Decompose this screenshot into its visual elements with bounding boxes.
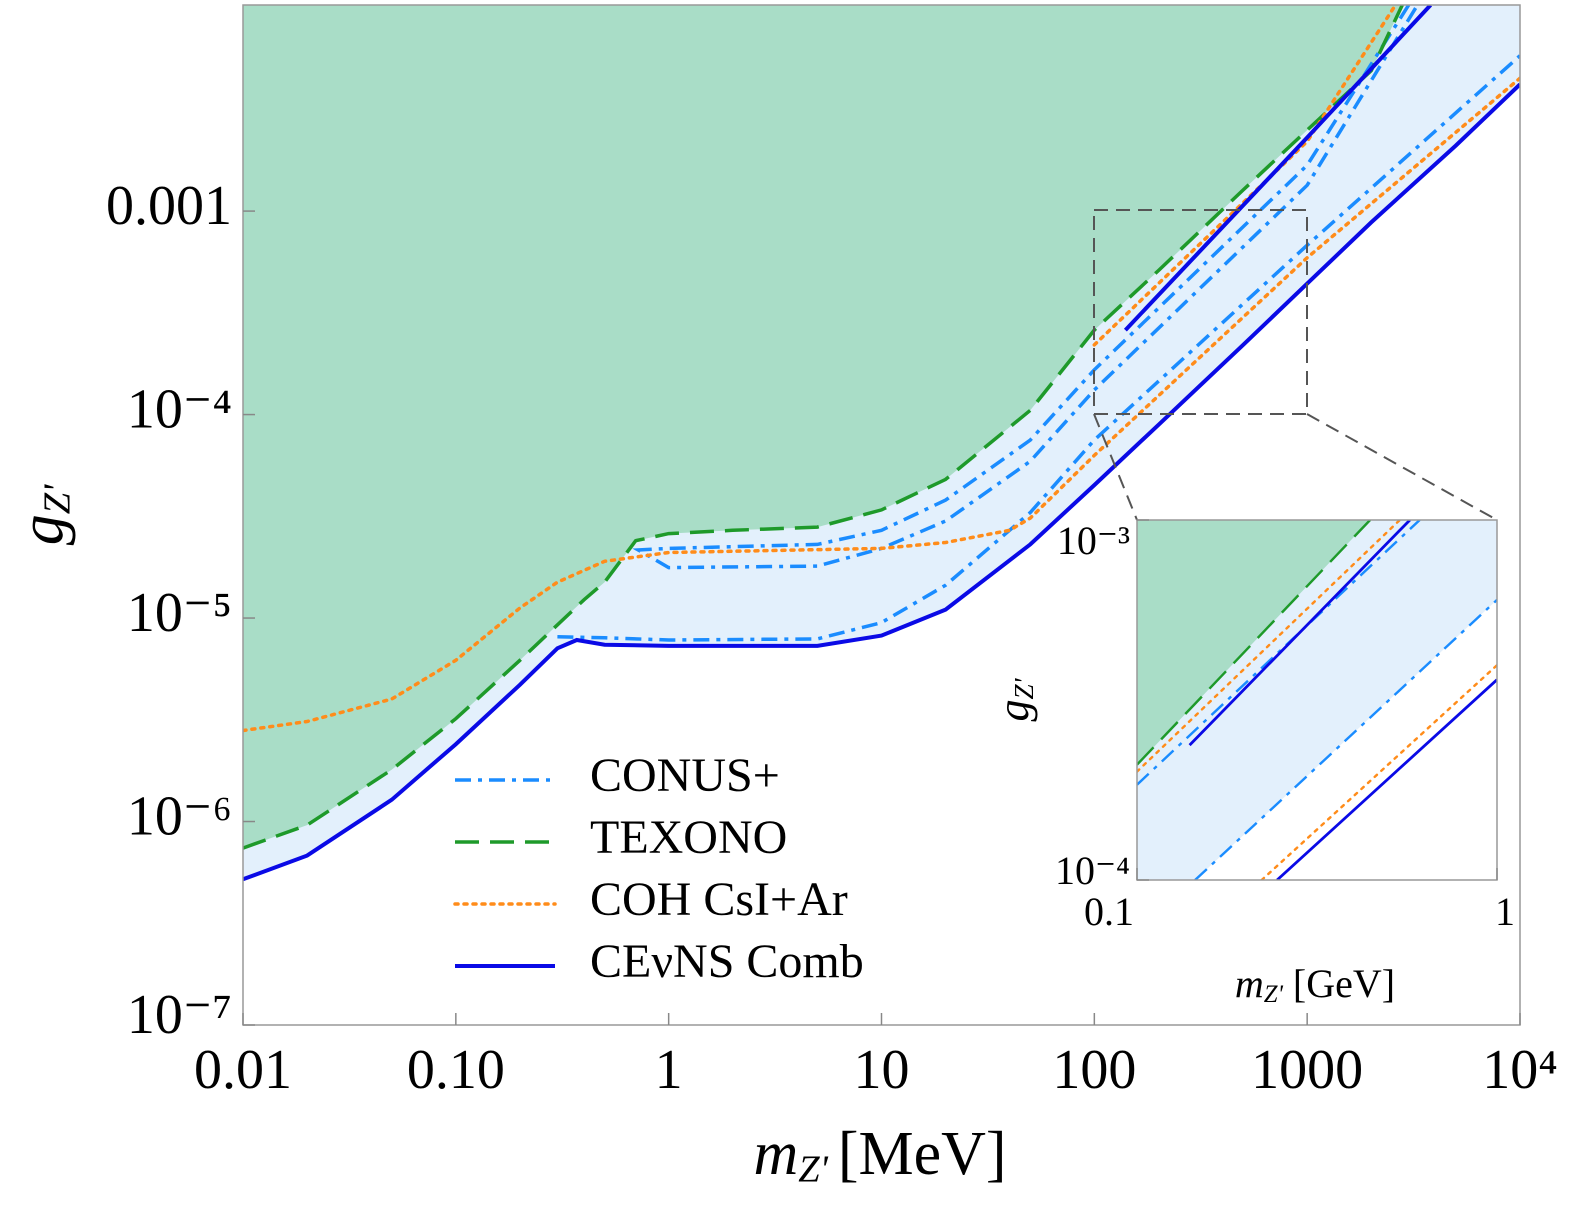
- y-axis-symbol: g: [989, 700, 1038, 722]
- x-axis-label: mZ' [MeV]: [753, 1120, 1006, 1190]
- y-tick-label: 10⁻⁷: [127, 984, 232, 1046]
- y-axis-subscript: Z': [1009, 677, 1039, 699]
- x-tick-label: 0.1: [1084, 889, 1134, 934]
- series-line: [557, 5, 1520, 642]
- x-axis-subscript: Z': [798, 1148, 828, 1190]
- x-axis-unit: [GeV]: [1293, 961, 1395, 1006]
- y-axis-symbol: g: [8, 514, 76, 545]
- y-tick-label: 10⁻⁴: [127, 378, 232, 440]
- x-tick-label: 10: [854, 1039, 910, 1101]
- legend-label: CEνNS Comb: [590, 935, 864, 988]
- x-tick-label: 10⁴: [1482, 1039, 1558, 1101]
- y-axis-subscript: Z': [36, 484, 78, 514]
- x-tick-label: 1: [1495, 889, 1515, 934]
- x-axis-label: mZ' [GeV]: [1235, 961, 1395, 1008]
- y-axis-label: gZ': [989, 677, 1039, 721]
- x-tick-label: 1: [655, 1039, 683, 1101]
- main-plot: 0.01 0.10 1 10 100 1000 10⁴ 10⁻⁷ 10⁻⁶ 10⁻⁵ 10⁻⁴ 0.0…: [8, 4, 1558, 1190]
- x-axis-unit: [MeV]: [838, 1120, 1007, 1188]
- y-tick-label: 0.001: [106, 175, 232, 237]
- inset-plot: 0.1 110⁻⁴10⁻³mZ' [GeV]gZ': [989, 518, 1515, 1008]
- y-tick-label: 10⁻⁴: [1055, 848, 1130, 893]
- legend-label: COH CsI+Ar: [590, 873, 848, 926]
- x-tick-label: 100: [1052, 1039, 1136, 1101]
- x-tick-label: 0.10: [407, 1039, 505, 1101]
- zoom-connector: [1306, 413, 1498, 521]
- series-line: [1137, 520, 1497, 880]
- y-tick-label: 10⁻⁵: [127, 582, 232, 644]
- y-axis-label: gZ': [8, 484, 78, 545]
- series-line: [243, 5, 1520, 882]
- zoom-connector: [1093, 413, 1138, 521]
- zoom-indicator: [1093, 209, 1498, 521]
- zoom-box: [1093, 209, 1308, 415]
- x-tick-label: 1000: [1251, 1039, 1363, 1101]
- x-tick-label: 0.01: [194, 1039, 292, 1101]
- series-line: [243, 5, 1404, 850]
- legend-label: CONUS+: [590, 749, 780, 802]
- x-axis-symbol: m: [1235, 961, 1264, 1006]
- x-axis-subscript: Z': [1264, 981, 1284, 1008]
- series-line: [1137, 520, 1497, 880]
- series-line: [1137, 520, 1371, 766]
- y-tick-label: 10⁻⁶: [127, 785, 232, 847]
- y-tick-label: 10⁻³: [1057, 518, 1130, 563]
- excluded-region: [243, 5, 1403, 849]
- series-line: [1188, 520, 1497, 880]
- series-line: [243, 5, 1520, 733]
- legend-label: TEXONO: [590, 811, 787, 864]
- x-axis-symbol: m: [753, 1120, 798, 1188]
- plot-frame: [1136, 519, 1498, 881]
